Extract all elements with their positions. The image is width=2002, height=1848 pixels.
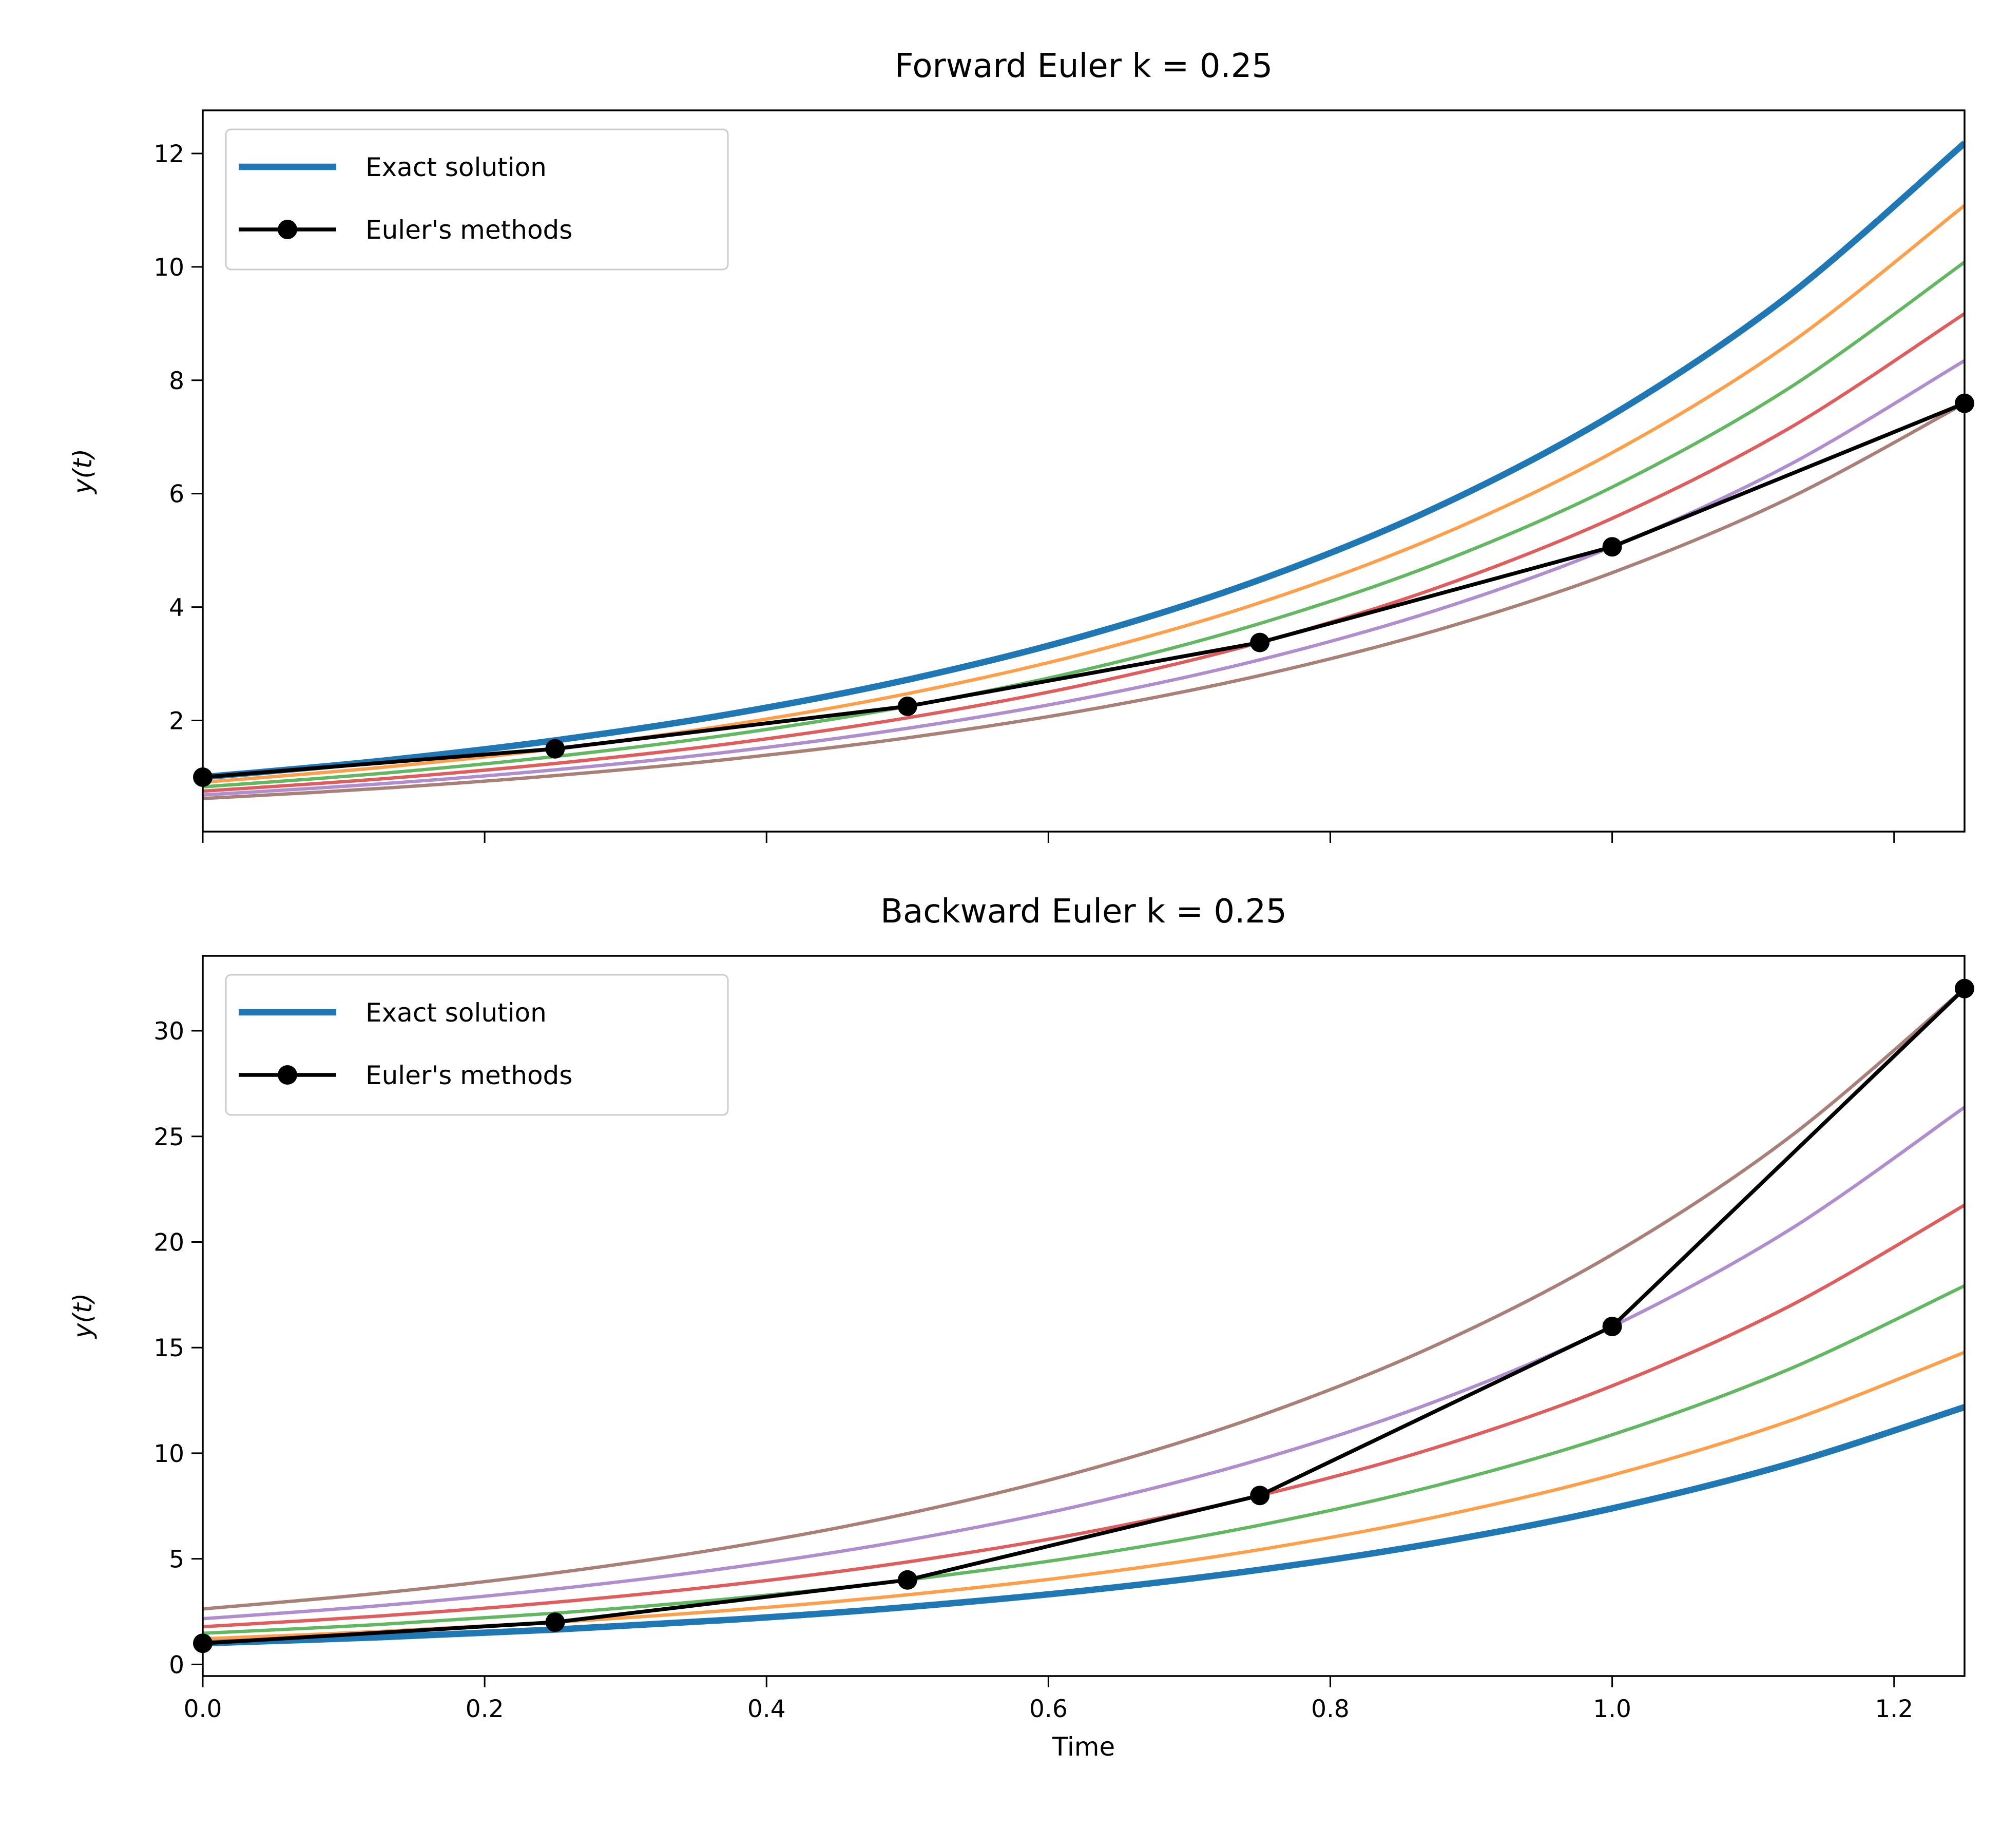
x-tick-label: 0.8: [1311, 1695, 1350, 1723]
solution-curve-5: [203, 401, 1965, 800]
legend-euler-marker: [278, 1065, 297, 1085]
solution-curve-5: [203, 987, 1965, 1611]
euler-point: [1250, 1486, 1270, 1506]
solution-curve-2: [203, 1284, 1965, 1635]
solution-curve-3: [203, 1203, 1965, 1629]
euler-point: [545, 1612, 565, 1632]
y-tick-label: 12: [153, 140, 184, 168]
y-tick-label: 4: [169, 594, 184, 622]
forward-y-axis-label: y(t): [68, 449, 98, 495]
y-tick-label: 15: [153, 1334, 184, 1362]
y-tick-label: 10: [153, 1440, 184, 1468]
legend-exact-label: Exact solution: [365, 152, 547, 182]
legend-euler-label: Euler's methods: [365, 215, 572, 245]
y-tick-label: 8: [169, 367, 184, 395]
exact-solution-line: [203, 1404, 1965, 1647]
euler-point: [1602, 537, 1622, 557]
x-tick-label: 1.2: [1875, 1695, 1913, 1723]
euler-point: [897, 1570, 917, 1590]
forward-euler-title: Forward Euler k = 0.25: [895, 47, 1273, 85]
backward-x-axis-label: Time: [1052, 1732, 1115, 1762]
backward-y-axis-label: y(t): [68, 1293, 98, 1339]
legend-euler-label: Euler's methods: [365, 1061, 572, 1090]
y-tick-label: 0: [169, 1651, 184, 1679]
backward-euler-title: Backward Euler k = 0.25: [880, 893, 1287, 931]
axes-frame: [202, 109, 1966, 833]
euler-line: [203, 401, 1965, 779]
legend-exact-label: Exact solution: [365, 998, 547, 1028]
euler-point: [1250, 632, 1270, 652]
legend-euler-marker: [278, 220, 297, 239]
euler-point: [897, 696, 917, 716]
plot-area: [203, 987, 1965, 1647]
solution-curve-2: [203, 261, 1965, 789]
legend: Exact solution Euler's methods: [225, 974, 729, 1116]
solution-curve-3: [203, 312, 1965, 793]
x-tick-label: 0.4: [747, 1695, 786, 1723]
axes-frame: [202, 955, 1966, 1677]
legend: Exact solution Euler's methods: [225, 128, 729, 271]
y-tick-label: 2: [169, 707, 184, 736]
euler-point: [545, 739, 565, 759]
euler-point: [1602, 1317, 1622, 1337]
y-tick-label: 25: [153, 1123, 184, 1151]
y-tick-label: 20: [153, 1228, 184, 1257]
x-tick-label: 1.0: [1593, 1695, 1631, 1723]
x-tick-label: 0.2: [466, 1695, 504, 1723]
legend-box: [225, 974, 729, 1116]
forward-euler-axes: Forward Euler k = 0.25 y(t) 2 4 6 8 10 12 Exac…: [68, 47, 1974, 843]
solution-curve-4: [203, 1106, 1965, 1621]
y-tick-label: 5: [169, 1546, 184, 1574]
x-tick-label: 0.0: [184, 1695, 222, 1723]
plot-area: [203, 141, 1965, 800]
y-tick-label: 6: [169, 480, 184, 509]
y-tick-label: 10: [153, 254, 184, 282]
exact-solution-line: [203, 141, 1965, 781]
backward-euler-axes: Backward Euler k = 0.25 y(t) Time 0.0 0.2…: [68, 893, 1974, 1762]
legend-box: [225, 128, 729, 271]
x-tick-label: 0.6: [1029, 1695, 1068, 1723]
y-tick-label: 30: [153, 1017, 184, 1046]
euler-line: [203, 987, 1965, 1645]
